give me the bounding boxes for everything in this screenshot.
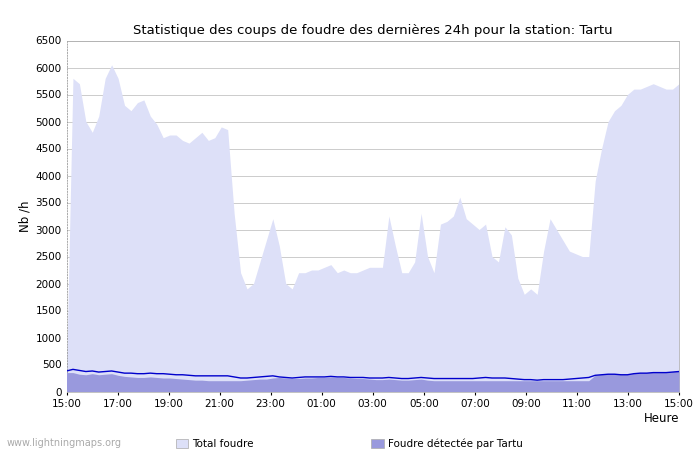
- Y-axis label: Nb /h: Nb /h: [18, 200, 32, 232]
- Text: Heure: Heure: [643, 412, 679, 425]
- Text: www.lightningmaps.org: www.lightningmaps.org: [7, 438, 122, 448]
- Legend: Total foudre, Moyenne de toutes les stations, Foudre détectée par Tartu: Total foudre, Moyenne de toutes les stat…: [176, 439, 523, 450]
- Title: Statistique des coups de foudre des dernières 24h pour la station: Tartu: Statistique des coups de foudre des dern…: [133, 23, 612, 36]
